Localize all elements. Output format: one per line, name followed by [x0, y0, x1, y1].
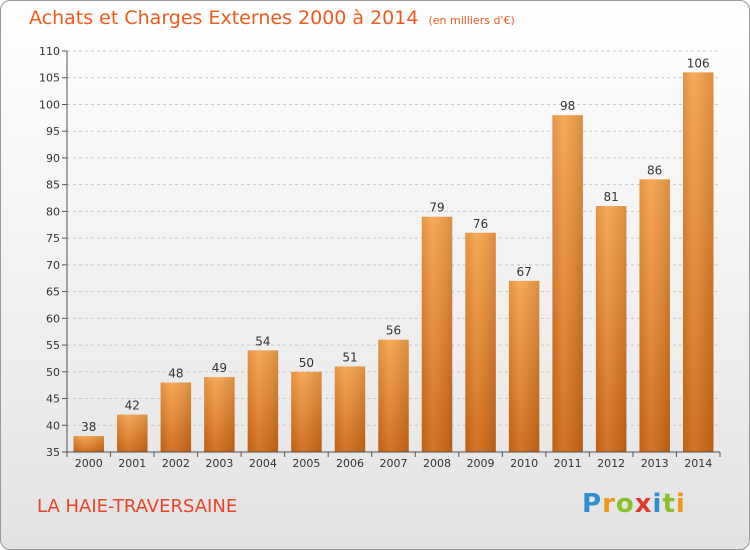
y-tick-label: 60	[46, 312, 60, 325]
y-tick-label: 75	[46, 232, 60, 245]
bar-shade	[552, 115, 583, 452]
y-tick-label: 110	[39, 45, 60, 58]
x-tick-label: 2013	[641, 457, 669, 470]
bar-shade	[334, 366, 366, 452]
x-tick-label: 2011	[554, 457, 582, 470]
y-tick-label: 80	[46, 205, 60, 218]
y-tick-label: 50	[46, 366, 60, 379]
data-label: 51	[342, 350, 357, 364]
x-tick-label: 2001	[118, 457, 146, 470]
y-tick-label: 95	[46, 125, 60, 138]
x-tick-label: 2004	[249, 457, 277, 470]
bar-shade	[639, 179, 670, 452]
logo-letter: i	[675, 489, 686, 519]
x-tick-label: 2003	[205, 457, 233, 470]
data-label: 81	[604, 190, 619, 204]
bar-shade	[247, 350, 279, 452]
bar-shade	[291, 371, 322, 452]
logo-letter: i	[652, 489, 663, 519]
y-tick-label: 90	[46, 152, 60, 165]
y-tick-label: 55	[46, 339, 60, 352]
data-label: 86	[647, 163, 662, 177]
x-tick-label: 2009	[467, 457, 495, 470]
logo-letter: r	[602, 489, 616, 519]
x-tick-label: 2012	[597, 457, 625, 470]
data-label: 50	[299, 356, 314, 370]
data-label: 106	[687, 56, 710, 70]
x-tick-label: 2002	[162, 457, 190, 470]
bar-shade	[421, 216, 453, 452]
x-tick-label: 2008	[423, 457, 451, 470]
data-label: 48	[168, 366, 183, 380]
bar-shade	[682, 72, 714, 453]
x-tick-label: 2010	[510, 457, 538, 470]
x-tick-label: 2014	[684, 457, 712, 470]
x-tick-label: 2007	[380, 457, 408, 470]
chart-title: Achats et Charges Externes 2000 à 2014 (e…	[29, 7, 515, 29]
logo-letter: o	[615, 489, 635, 519]
bar-shade	[378, 339, 409, 452]
data-label: 79	[429, 201, 444, 215]
data-label: 56	[386, 324, 401, 338]
logo-letter: x	[634, 489, 653, 519]
data-label: 42	[125, 399, 140, 413]
y-tick-label: 40	[46, 419, 60, 432]
bar-shade	[508, 280, 540, 452]
data-label: 76	[473, 217, 488, 231]
bar-shade	[595, 206, 627, 452]
x-tick-label: 2006	[336, 457, 364, 470]
bar-shade	[160, 382, 192, 452]
y-tick-label: 45	[46, 393, 60, 406]
data-label: 38	[81, 420, 96, 434]
logo-letter: P	[582, 489, 603, 519]
logo-letter: t	[662, 489, 676, 519]
bar-shade	[204, 377, 235, 452]
y-tick-label: 100	[39, 98, 60, 111]
data-label: 54	[255, 334, 270, 348]
commune-name: LA HAIE-TRAVERSAINE	[37, 496, 238, 517]
proxiti-logo: Proxiti	[582, 489, 686, 519]
bar-shade	[465, 232, 496, 452]
bar-shade	[117, 414, 148, 452]
unit-label: (en milliers d'€)	[428, 14, 515, 27]
data-label: 67	[516, 265, 531, 279]
y-tick-label: 70	[46, 259, 60, 272]
x-tick-label: 2005	[292, 457, 320, 470]
y-tick-label: 65	[46, 286, 60, 299]
data-label: 98	[560, 99, 575, 113]
y-tick-label: 35	[46, 446, 60, 459]
data-label: 49	[212, 361, 227, 375]
y-tick-label: 85	[46, 179, 60, 192]
x-tick-label: 2000	[75, 457, 103, 470]
bar-shade	[73, 435, 105, 452]
y-tick-label: 105	[39, 72, 60, 85]
